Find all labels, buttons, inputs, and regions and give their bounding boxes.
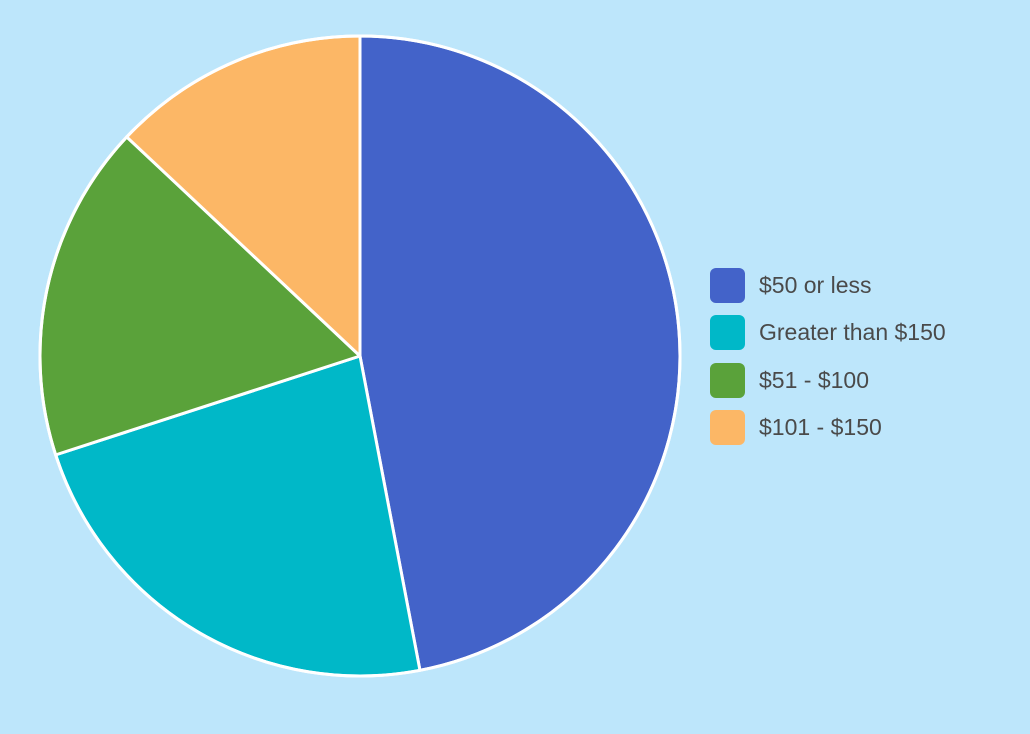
legend-item-50-or-less[interactable]: $50 or less xyxy=(710,267,1010,303)
pie-outline xyxy=(38,34,682,678)
legend-label-50-or-less: $50 or less xyxy=(759,271,872,298)
legend-swatch-101-150 xyxy=(710,410,745,445)
chart-legend: $50 or less Greater than $150 $51 - $100… xyxy=(710,267,1010,457)
legend-item-greater-than-150[interactable]: Greater than $150 xyxy=(710,315,1010,351)
legend-item-51-100[interactable]: $51 - $100 xyxy=(710,362,1010,398)
legend-swatch-50-or-less xyxy=(710,267,745,303)
legend-label-51-100: $51 - $100 xyxy=(759,366,869,393)
legend-swatch-greater-than-150 xyxy=(710,315,745,350)
pie-slice-50-or-less[interactable] xyxy=(358,34,682,672)
legend-swatch-51-100 xyxy=(710,362,745,398)
legend-label-greater-than-150: Greater than $150 xyxy=(759,319,946,345)
legend-label-101-150: $101 - $150 xyxy=(759,414,882,440)
legend-item-101-150[interactable]: $101 - $150 xyxy=(710,410,1010,446)
